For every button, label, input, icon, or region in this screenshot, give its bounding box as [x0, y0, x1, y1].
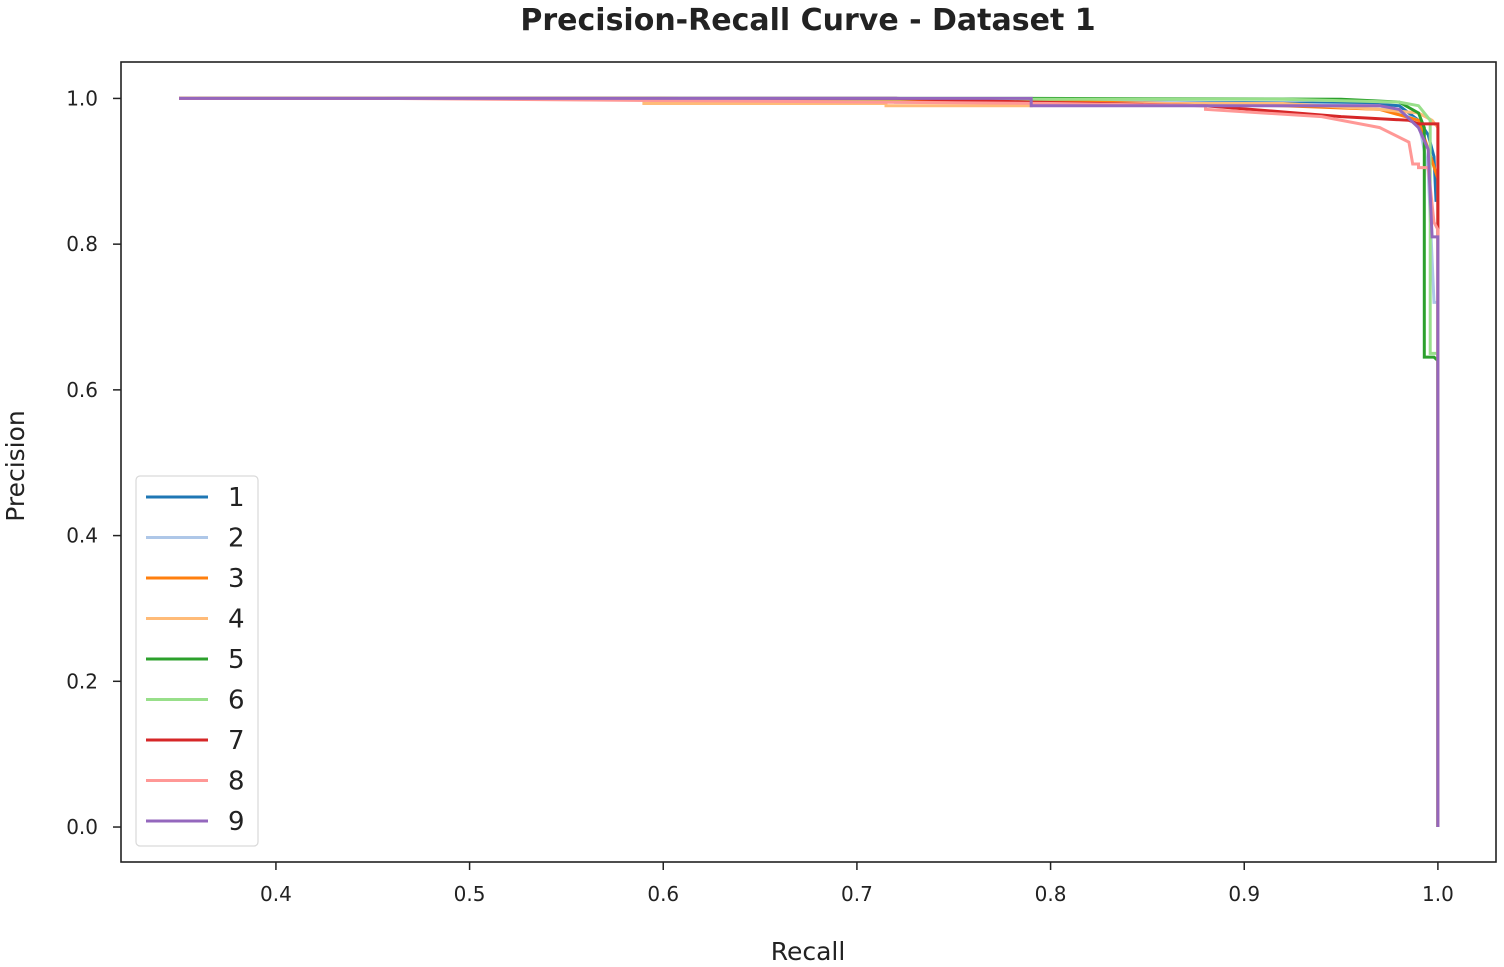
legend-label-8: 8: [228, 767, 245, 797]
x-tick-label: 0.8: [1035, 882, 1067, 906]
y-axis-ticks: 0.0 0.2 0.4 0.6 0.8 1.0: [66, 86, 121, 839]
legend-label-1: 1: [228, 483, 245, 513]
legend-label-5: 5: [228, 645, 245, 675]
y-tick-label: 0.4: [66, 524, 98, 548]
x-tick-label: 1.0: [1422, 882, 1454, 906]
y-tick-label: 0.8: [66, 232, 98, 256]
x-tick-label: 0.7: [841, 882, 873, 906]
x-tick-label: 0.5: [454, 882, 486, 906]
legend-frame: [135, 475, 259, 847]
x-tick-label: 0.4: [260, 882, 292, 906]
series-group: [179, 96, 1440, 827]
y-axis-label: Precision: [1, 410, 30, 522]
legend-label-3: 3: [228, 564, 245, 594]
legend-label-9: 9: [228, 807, 245, 837]
x-axis-label: Recall: [771, 937, 846, 966]
x-axis-ticks: 0.4 0.5 0.6 0.7 0.8 0.9 1.0: [260, 862, 1454, 906]
legend-items: 1 2 3 4 5 6 7 8 9: [146, 483, 245, 837]
legend-label-6: 6: [228, 686, 245, 716]
y-tick-label: 1.0: [66, 86, 98, 110]
legend: 1 2 3 4 5 6 7 8 9: [135, 475, 259, 847]
plot-area: [120, 61, 1497, 863]
x-tick-label: 0.9: [1228, 882, 1260, 906]
chart-title: Precision-Recall Curve - Dataset 1: [520, 3, 1095, 38]
y-tick-label: 0.2: [66, 669, 98, 693]
legend-label-4: 4: [228, 605, 245, 635]
series-line-7: [179, 96, 1440, 827]
legend-label-2: 2: [228, 524, 245, 554]
plot-frame: [120, 61, 1497, 863]
x-tick-label: 0.6: [647, 882, 679, 906]
series-line-9: [179, 96, 1440, 827]
y-tick-label: 0.0: [66, 815, 98, 839]
y-tick-label: 0.6: [66, 378, 98, 402]
legend-label-7: 7: [228, 726, 245, 756]
